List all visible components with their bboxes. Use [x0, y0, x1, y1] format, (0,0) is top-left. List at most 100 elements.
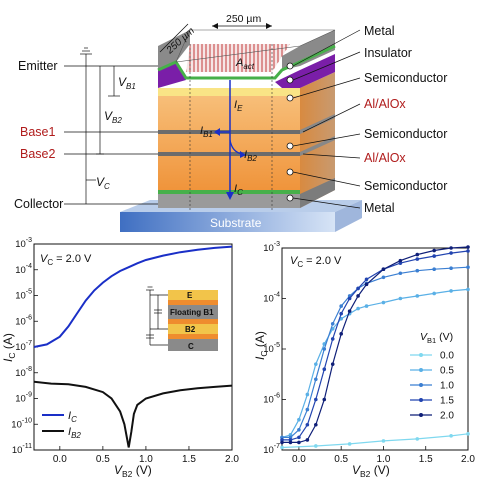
series-point-4 [280, 440, 284, 445]
stack-side [300, 72, 335, 208]
legend-ic-label: IC [68, 410, 77, 424]
label-substrate: Substrate [210, 216, 262, 230]
chart-right: 10-3 10-4 10-5 10-6 10-7 0.0 0.5 1.0 1.5 2.0 VC … [253, 241, 475, 479]
xtick-label: 1.0 [139, 454, 153, 465]
marker-metal [286, 62, 294, 70]
legend-marker-3 [419, 398, 423, 402]
inset-layer-b1 [168, 305, 218, 319]
legend-ib2-label: IB2 [68, 426, 81, 440]
terminal-emitter: Emitter [18, 59, 58, 73]
xtick-label: 0.5 [96, 454, 110, 465]
chart-left-legend: IC IB2 [42, 410, 81, 440]
inset-label-b1: Floating B1 [170, 308, 214, 317]
inset-label-e: E [187, 291, 193, 300]
ytick-label: 10-8 [15, 366, 32, 379]
series-point-3 [339, 311, 343, 316]
series-point-2 [330, 321, 335, 326]
chart-left-ylabel: IC (A) [1, 333, 17, 362]
series-point-3 [364, 277, 369, 282]
chart-left-xticks: 0.0 0.5 1.0 1.5 2.0 [53, 446, 239, 465]
current-arrow-down [226, 192, 234, 200]
series-point-3 [398, 261, 403, 265]
series-point-4 [398, 258, 403, 263]
legend-marker-1 [419, 368, 423, 372]
series-point-0 [415, 437, 420, 441]
series-point-2 [432, 267, 436, 272]
ytick-label: 10-5 [15, 289, 32, 302]
series-point-3 [297, 435, 301, 440]
xtick-label: 1.5 [182, 454, 196, 465]
ib2-head [240, 151, 246, 158]
series-point-3 [330, 337, 335, 341]
ytick-label: 10-3 [15, 237, 32, 250]
ytick-label: 10-6 [263, 393, 280, 406]
series-point-1 [314, 362, 318, 366]
series-point-4 [347, 309, 352, 313]
series-point-1 [288, 433, 293, 437]
series-point-0 [280, 445, 284, 450]
metal-top-left [158, 30, 190, 70]
chart-left-inset: E Floating B1 B2 C [146, 286, 218, 351]
callout-lines [292, 29, 361, 209]
semi-top-band [158, 88, 300, 96]
series-point-3 [432, 254, 436, 258]
series-point-2 [305, 407, 310, 412]
series-point-3 [347, 296, 352, 301]
series-point-3 [314, 397, 318, 402]
series-line-1 [33, 380, 233, 448]
series-point-1 [381, 300, 386, 305]
xtick-label: 2.0 [225, 454, 239, 465]
series-point-3 [356, 286, 360, 291]
series-point-0 [347, 442, 352, 446]
series-point-3 [280, 438, 284, 442]
marker-metal-bot [286, 194, 294, 202]
dim-arrow-side [159, 23, 189, 53]
metal-top-right [282, 30, 335, 70]
series-point-0 [381, 439, 386, 443]
ytick-label: 10-7 [15, 340, 32, 353]
active-area-label: Aact [235, 57, 255, 71]
series-point-0 [314, 444, 318, 448]
chart-right-series [280, 245, 470, 450]
terminal-collector: Collector [14, 197, 63, 211]
chart-left-yticks: 10-3 10-4 10-5 10-6 10-7 10-8 10-9 10-10 10-11 [11, 237, 38, 456]
series-point-4 [356, 294, 360, 298]
series-line-0 [33, 245, 233, 348]
xtick-label: 2.0 [461, 454, 475, 465]
series-point-3 [466, 249, 470, 253]
ytick-label: 10-10 [11, 417, 32, 430]
inset-layer-b2a [168, 319, 218, 324]
inset-wires [146, 286, 168, 346]
label-semi-top: Semiconductor [364, 71, 447, 85]
legend-marker-0 [419, 353, 423, 357]
inset-label-c: C [188, 342, 194, 351]
series-point-2 [288, 435, 293, 440]
chart-right-xlabel: VB2 (V) [352, 463, 390, 479]
ic-label: IC [234, 183, 243, 197]
series-point-2 [322, 347, 327, 351]
legend-label-3: 1.5 [440, 396, 454, 407]
series-point-3 [415, 257, 420, 261]
al-layer-2-side [300, 136, 335, 156]
label-metal-bot: Metal [364, 201, 395, 215]
inset-layer-e [168, 290, 218, 300]
ytick-label: 10-4 [263, 292, 280, 305]
chart-right-legend: 0.0 0.5 1.0 1.5 2.0 [410, 351, 454, 422]
chart-right-ylabel: IC (A) [253, 331, 269, 360]
series-point-2 [398, 271, 403, 276]
dimension-label-top: 250 µm [226, 13, 261, 25]
chart-left-annotation: VC = 2.0 V [40, 253, 92, 267]
label-semi-bot: Semiconductor [364, 179, 447, 193]
ytick-label: 10-7 [263, 443, 280, 456]
chart-left: 10-3 10-4 10-5 10-6 10-7 10-8 10-9 10-10 10-11 0… [1, 237, 239, 479]
series-point-0 [466, 432, 470, 436]
series-point-4 [288, 440, 293, 445]
inset-layer-b2 [168, 324, 218, 334]
marker-insulator [286, 76, 294, 84]
series-point-4 [314, 422, 318, 427]
active-area [186, 44, 290, 72]
series-point-4 [466, 245, 470, 249]
substrate-front [120, 212, 335, 232]
device-schematic: 250 µm 250 µm Aact IE IB1 IB2 IC [14, 13, 447, 232]
xtick-label: 1.0 [377, 454, 391, 465]
